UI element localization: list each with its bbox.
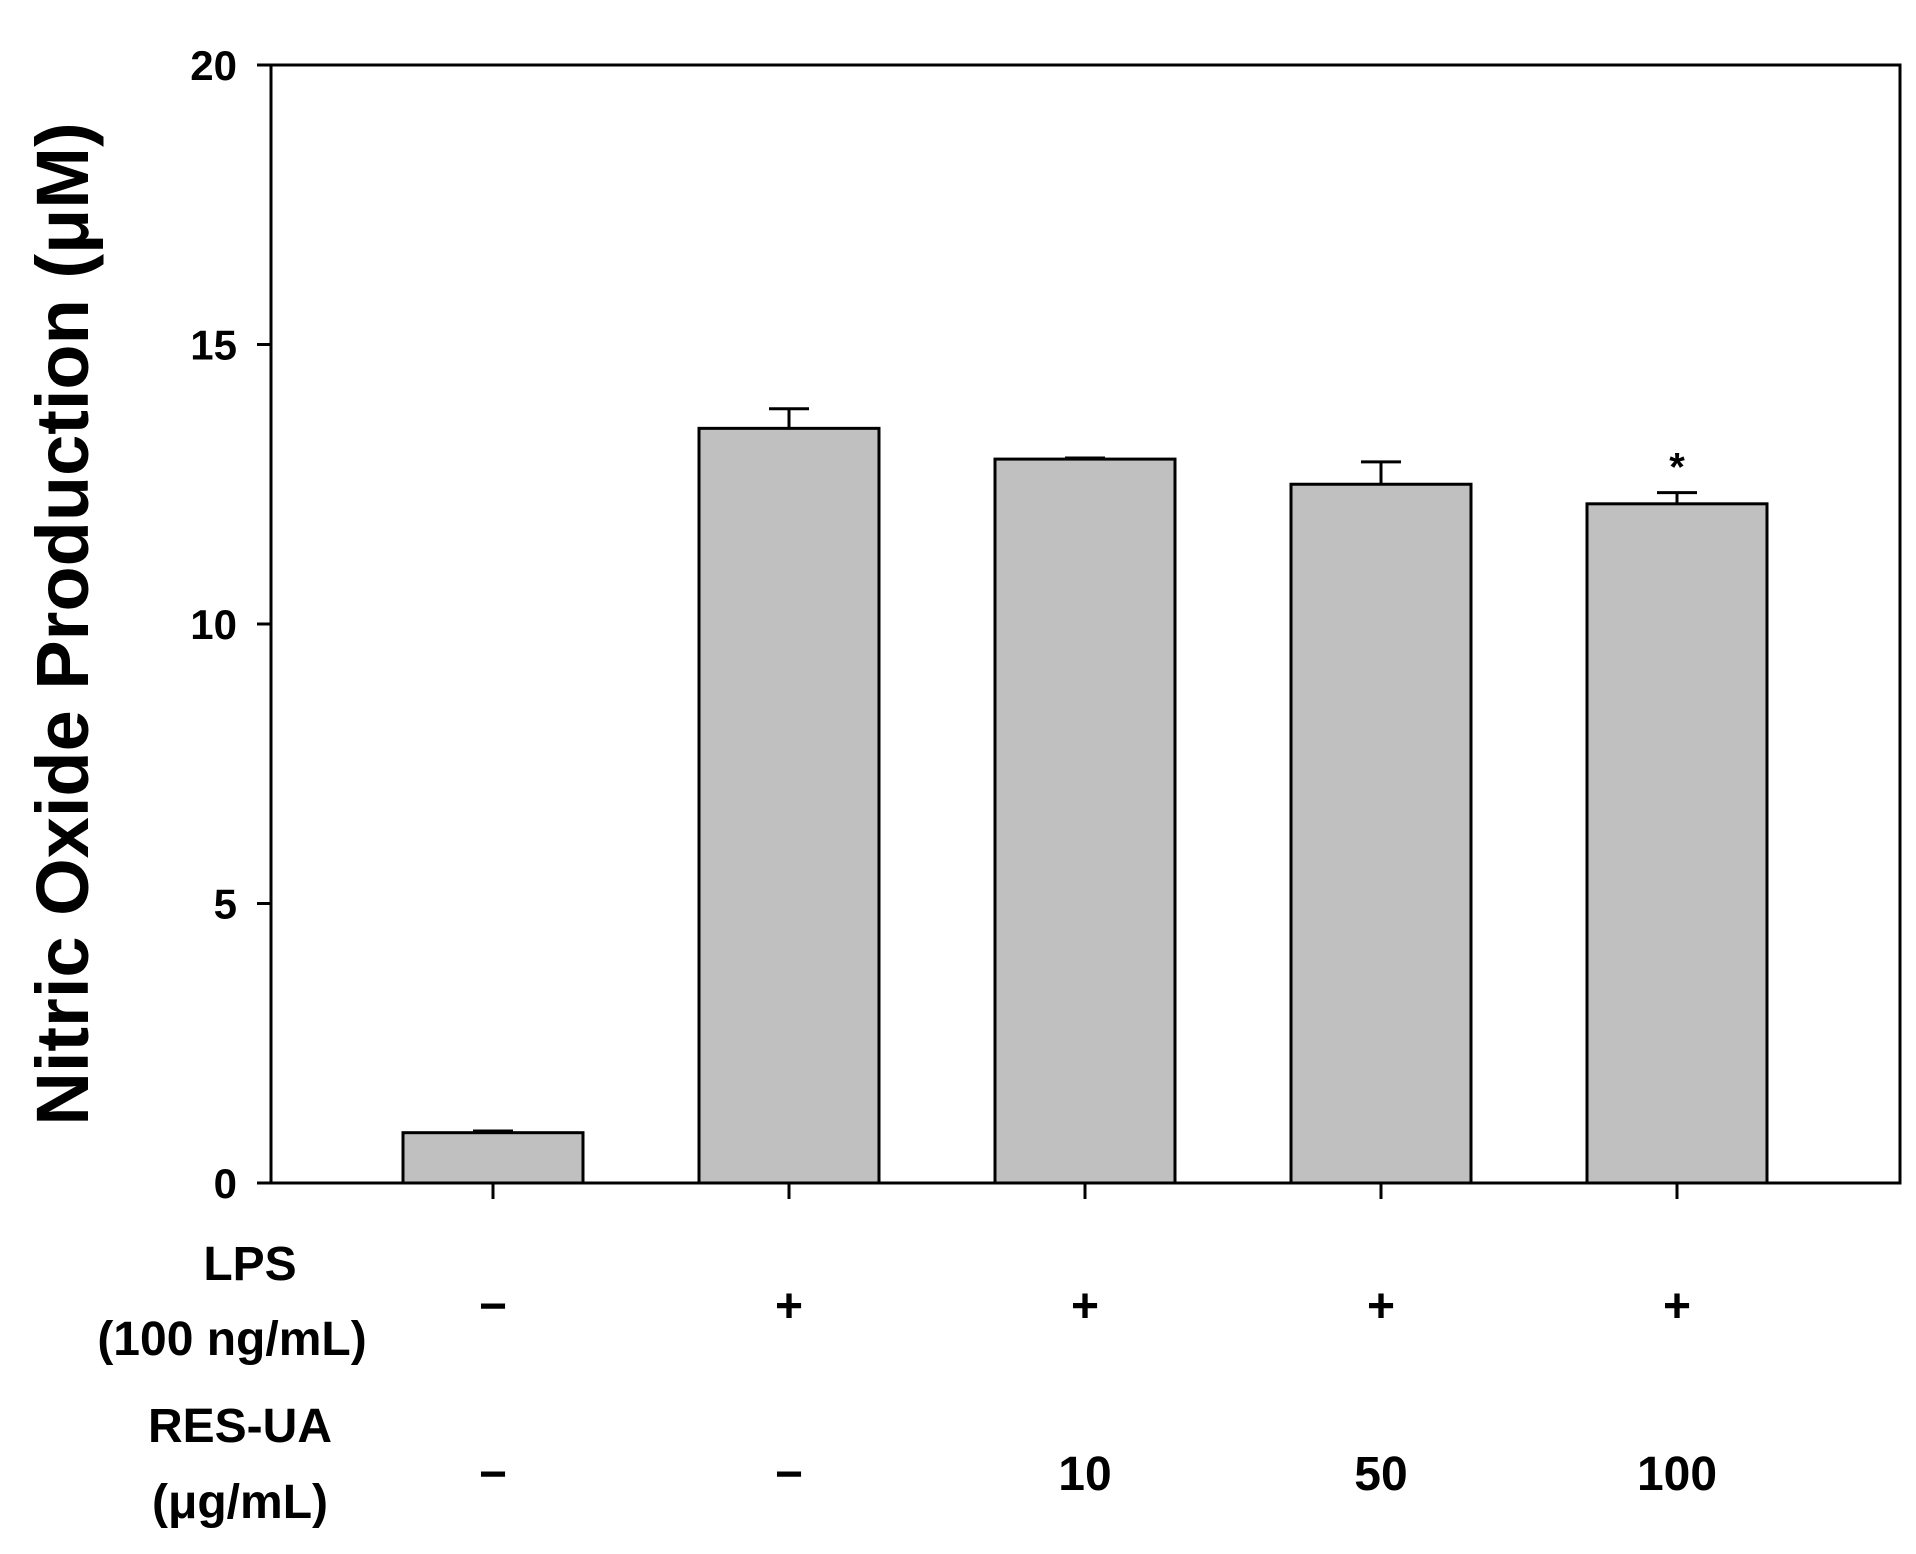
lps-condition-value: + bbox=[1367, 1280, 1395, 1333]
bar bbox=[993, 457, 1177, 1185]
lps-condition-value: − bbox=[479, 1280, 507, 1333]
resua-row-label-line1: RES-UA bbox=[148, 1400, 332, 1453]
significance-marks: * bbox=[1669, 446, 1685, 490]
y-tick-label: 20 bbox=[190, 42, 237, 89]
resua-condition-value: − bbox=[775, 1448, 803, 1501]
y-axis-label: Nitric Oxide Production (μM) bbox=[21, 122, 104, 1125]
bars-group bbox=[401, 407, 1769, 1185]
lps-condition-value: + bbox=[775, 1280, 803, 1333]
lps-condition-value: + bbox=[1071, 1280, 1099, 1333]
y-tick-label: 5 bbox=[214, 881, 237, 928]
y-tick-label: 10 bbox=[190, 601, 237, 648]
y-axis-ticks: 0 5 10 15 20 bbox=[190, 42, 271, 1207]
x-axis-ticks bbox=[491, 1183, 1679, 1199]
resua-condition-value: 10 bbox=[1058, 1448, 1111, 1501]
resua-condition-value: − bbox=[479, 1448, 507, 1501]
y-tick-label: 0 bbox=[214, 1160, 237, 1207]
resua-condition-value: 50 bbox=[1354, 1448, 1407, 1501]
lps-row-label-line2: (100 ng/mL) bbox=[97, 1313, 366, 1366]
lps-condition-value: + bbox=[1663, 1280, 1691, 1333]
resua-condition-value: 100 bbox=[1637, 1448, 1717, 1501]
bar bbox=[1585, 502, 1769, 1185]
bar bbox=[697, 426, 881, 1185]
lps-row-label-line1: LPS bbox=[203, 1238, 296, 1291]
bar bbox=[401, 1131, 585, 1185]
bar bbox=[1289, 482, 1473, 1185]
significance-asterisk: * bbox=[1669, 446, 1685, 490]
condition-values: − + + + + − − 10 50 100 bbox=[479, 1280, 1717, 1501]
y-tick-label: 15 bbox=[190, 322, 237, 369]
resua-row-label-line2: (μg/mL) bbox=[152, 1476, 328, 1529]
